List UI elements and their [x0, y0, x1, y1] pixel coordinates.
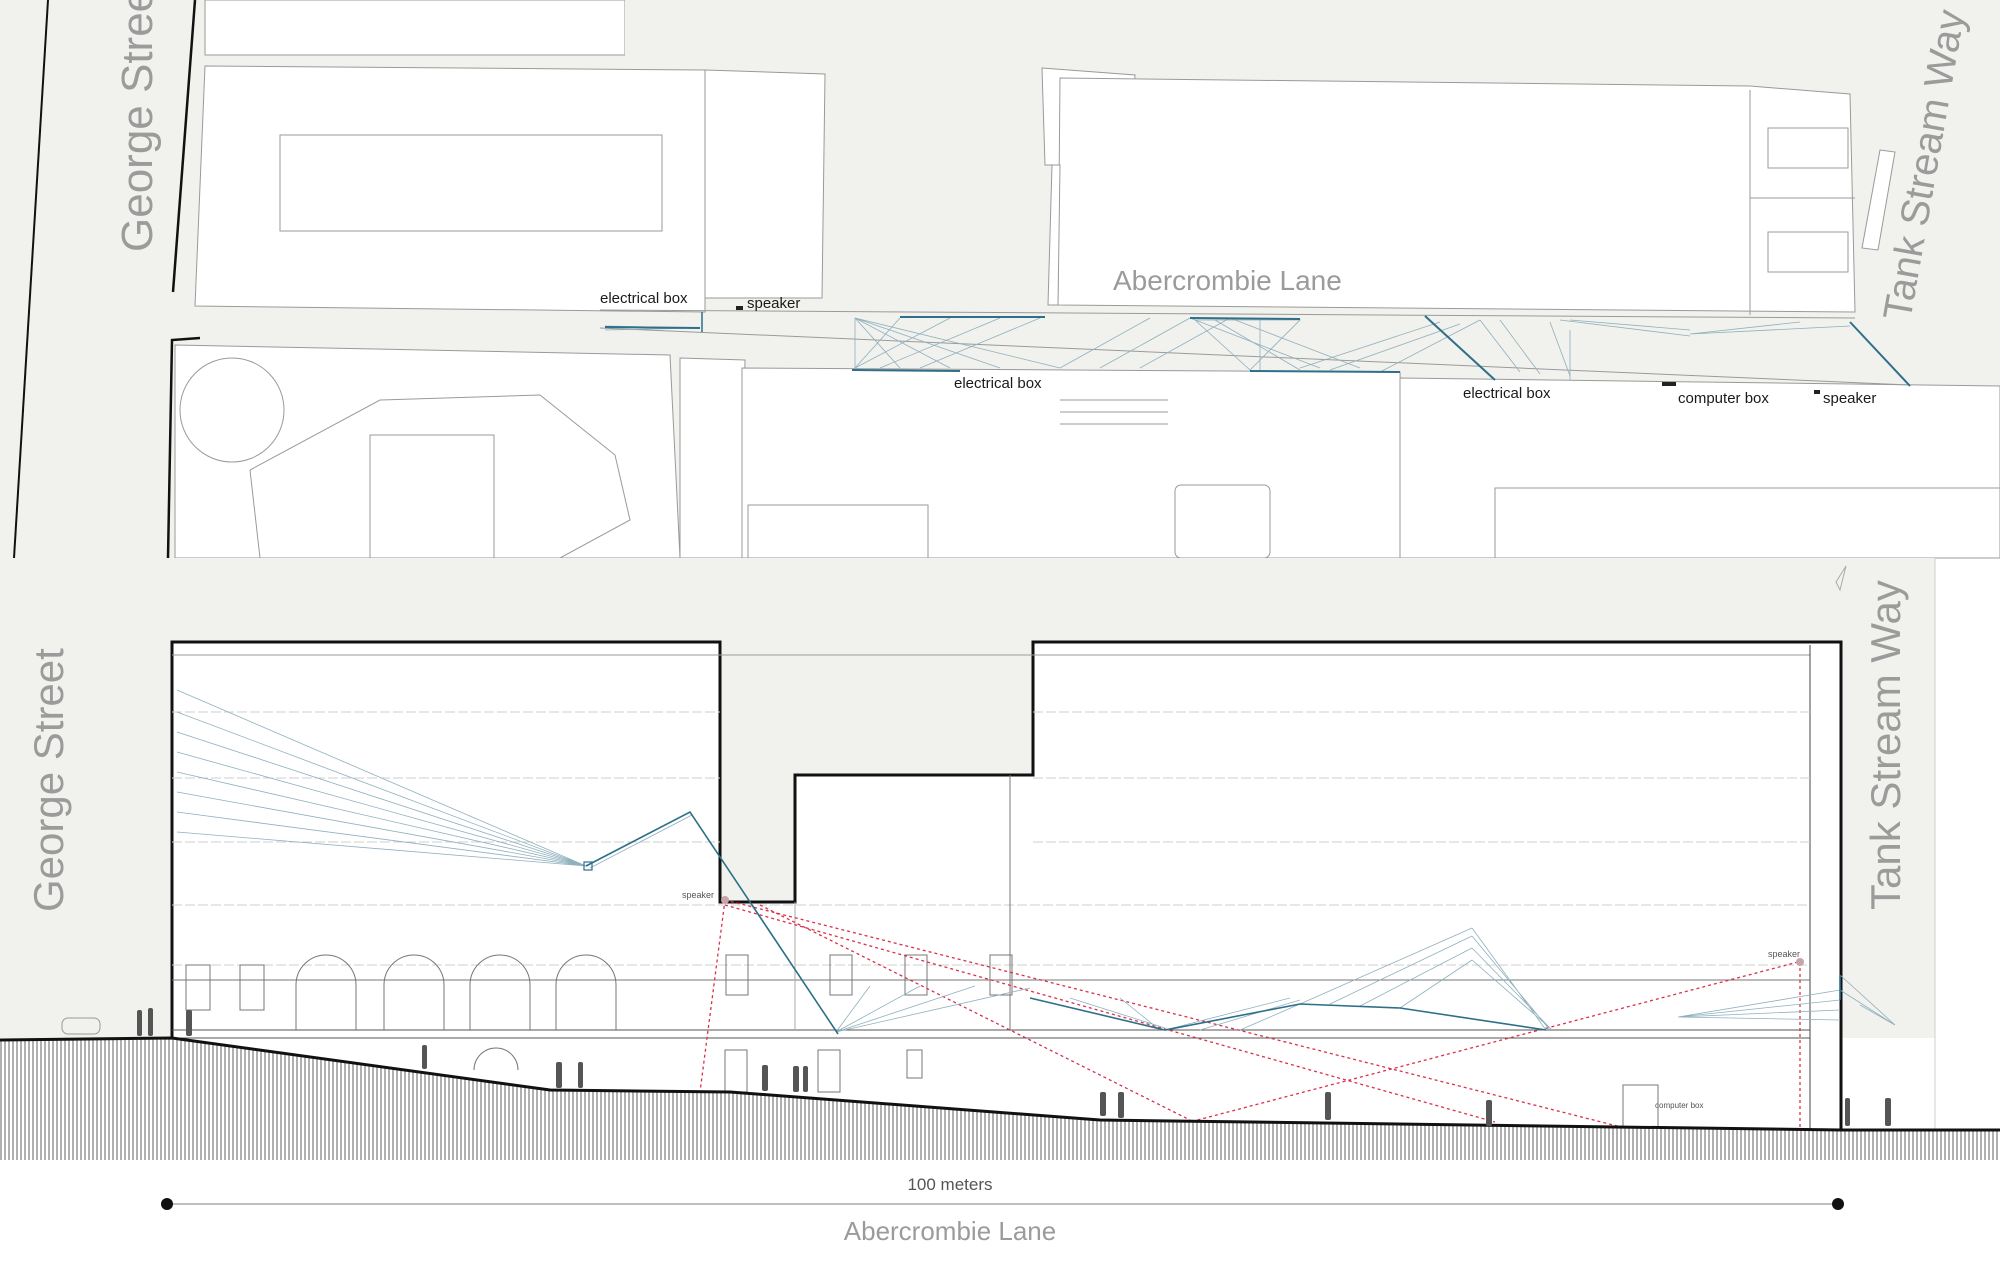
ground — [0, 1036, 2000, 1263]
section-street-right-label: Tank Stream Way — [1862, 580, 1909, 910]
section-strings-bold — [585, 810, 1841, 1035]
plan-electrical-box-2-label: electrical box — [954, 375, 1042, 392]
lane-north-edge — [599, 309, 1856, 319]
george-street-edge — [13, 0, 49, 559]
north-arrow-icon — [1835, 565, 1847, 592]
scale-bar-end — [1832, 1198, 1844, 1210]
section-computer-box-label: computer box — [1655, 1101, 1703, 1110]
car-silhouette — [61, 1017, 101, 1035]
north-buildings — [194, 0, 2000, 315]
section-speaker-left-label: speaker — [682, 890, 714, 900]
plan-electrical-box-1-label: electrical box — [600, 290, 688, 307]
scale-bar-start — [161, 1198, 173, 1210]
plan-speaker-1-label: speaker — [747, 295, 800, 312]
speaker-2-mark — [1814, 390, 1820, 394]
section-speaker-right-label: speaker — [1768, 949, 1800, 959]
scale-title: Abercrombie Lane — [844, 1216, 1056, 1246]
plan-lane-label: Abercrombie Lane — [1113, 265, 1342, 296]
plan-street-left-label: George Street — [113, 0, 162, 252]
computer-box-mark — [1662, 382, 1676, 386]
plan-electrical-box-3-label: electrical box — [1463, 385, 1551, 402]
people — [137, 1008, 1891, 1126]
sound-lines — [699, 899, 1801, 1129]
plan-strings-bold — [604, 315, 1911, 387]
speaker-left-mark — [721, 896, 729, 904]
speaker-1-mark — [736, 306, 743, 310]
plan-view: George Street Tank Stream Way Abercrombi… — [0, 0, 2000, 559]
scale-label: 100 meters — [907, 1175, 992, 1194]
anchor-box — [583, 861, 593, 871]
section-street-left-label: George Street — [25, 648, 72, 912]
scale-bar: 100 meters Abercrombie Lane — [161, 1175, 1844, 1246]
block-edge-south — [166, 336, 201, 559]
speaker-right-mark — [1796, 958, 1804, 966]
lane-south-edge — [599, 327, 1911, 386]
plan-speaker-2-label: speaker — [1823, 390, 1876, 407]
section-strings — [176, 689, 1896, 1033]
block-edge-north — [171, 0, 197, 293]
plan-strings — [604, 317, 1851, 380]
plan-computer-box-label: computer box — [1678, 390, 1769, 407]
section-view: speaker speaker computer box — [0, 558, 2000, 1263]
